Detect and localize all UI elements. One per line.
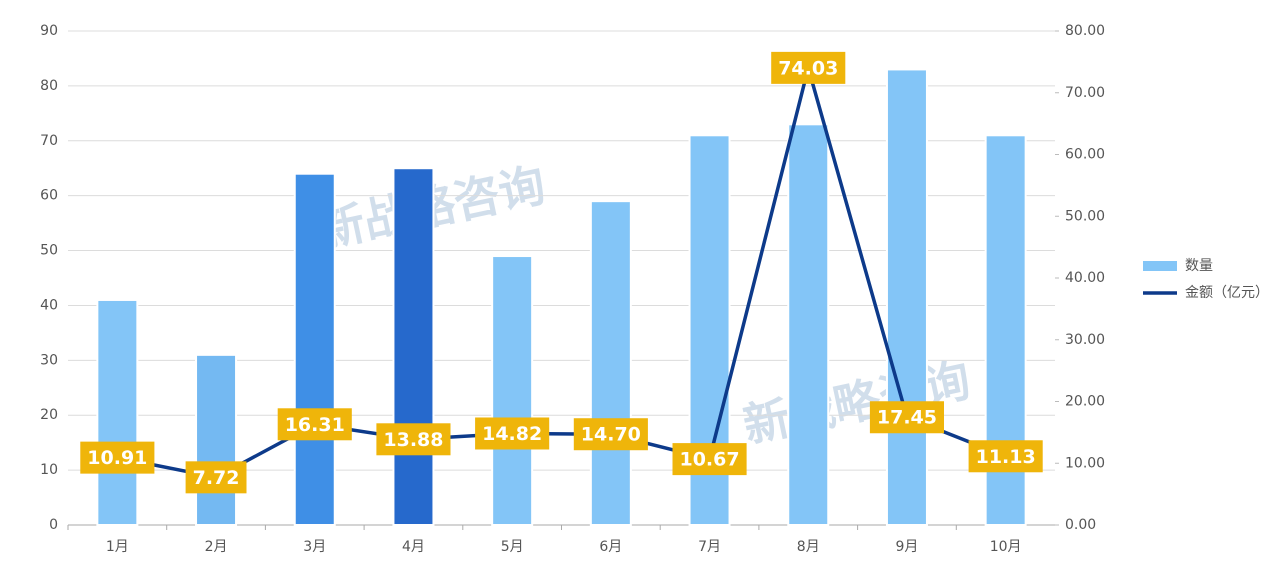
- y-tick-label: 20: [40, 407, 58, 423]
- y-tick-label: 30: [40, 352, 58, 368]
- label-box: [573, 418, 648, 451]
- data-label: 13.88: [383, 429, 443, 451]
- data-label: 74.03: [778, 57, 838, 79]
- bar: [96, 298, 139, 527]
- data-label: 14.70: [581, 424, 641, 446]
- data-label: 17.45: [877, 407, 937, 429]
- data-label: 10.91: [87, 447, 147, 469]
- y-tick-label: 50: [40, 243, 58, 259]
- label-box: [869, 401, 945, 434]
- y2-tick-label: 0.00: [1065, 517, 1096, 533]
- x-tick-label: 2月: [205, 539, 228, 555]
- label-box: [376, 423, 451, 456]
- legend-label: 数量: [1185, 258, 1213, 274]
- y-tick-label: 70: [40, 133, 58, 149]
- bar: [491, 255, 534, 526]
- legend-swatch: [1143, 261, 1177, 271]
- y-tick-label: 60: [40, 188, 58, 204]
- data-label: 14.82: [482, 423, 542, 445]
- y2-tick-label: 10.00: [1065, 455, 1105, 471]
- x-tick-label: 1月: [106, 539, 129, 555]
- label-box: [672, 443, 747, 476]
- bar: [589, 200, 632, 526]
- y2-tick-label: 40.00: [1065, 270, 1105, 286]
- y2-tick-label: 30.00: [1065, 332, 1105, 348]
- x-tick-label: 8月: [797, 539, 820, 555]
- data-label: 16.31: [285, 414, 345, 436]
- data-label: 7.72: [193, 467, 240, 489]
- y2-tick-label: 80.00: [1065, 23, 1105, 39]
- bar: [885, 68, 928, 527]
- x-tick-label: 3月: [303, 539, 326, 555]
- bar: [293, 172, 336, 526]
- bar: [195, 353, 238, 526]
- y2-tick-label: 60.00: [1065, 147, 1105, 163]
- x-tick-label: 7月: [698, 539, 721, 555]
- y-tick-label: 80: [40, 78, 58, 94]
- x-tick-label: 9月: [895, 539, 918, 555]
- label-box: [80, 441, 155, 474]
- y-tick-label: 0: [49, 517, 58, 533]
- bar: [392, 167, 435, 526]
- y-tick-label: 10: [40, 462, 58, 478]
- x-tick-label: 4月: [402, 539, 425, 555]
- y2-tick-label: 70.00: [1065, 85, 1105, 101]
- label-box: [475, 417, 550, 450]
- legend-label: 金额（亿元）: [1185, 285, 1269, 301]
- y2-tick-label: 50.00: [1065, 208, 1105, 224]
- data-label: 11.13: [976, 446, 1036, 468]
- y-tick-label: 40: [40, 297, 58, 313]
- bar: [787, 123, 830, 527]
- y-tick-label: 90: [40, 23, 58, 39]
- x-tick-label: 5月: [501, 539, 524, 555]
- label-box: [968, 440, 1043, 473]
- label-box: [185, 461, 247, 494]
- x-tick-label: 6月: [599, 539, 622, 555]
- data-label: 10.67: [679, 449, 739, 471]
- label-box: [771, 51, 846, 84]
- line: [117, 66, 1007, 480]
- y2-tick-label: 20.00: [1065, 394, 1105, 410]
- label-box: [277, 408, 352, 441]
- x-tick-label: 10月: [990, 539, 1022, 555]
